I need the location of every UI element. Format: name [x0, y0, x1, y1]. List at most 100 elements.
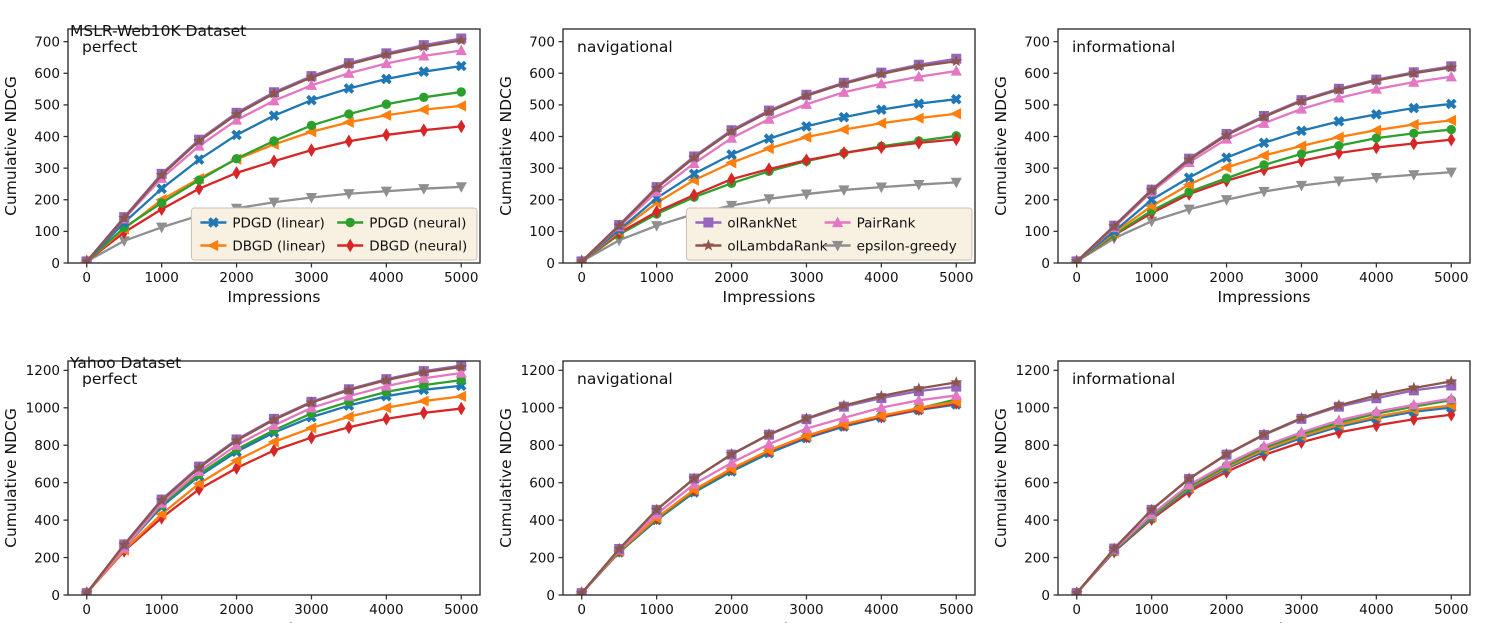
y-tick-label: 100: [1024, 224, 1050, 240]
x-tick-label: 1000: [144, 270, 178, 286]
series-markers-PDGD (neural): [1072, 395, 1456, 595]
x-tick-label: 2000: [219, 602, 253, 618]
y-tick-label: 0: [51, 588, 60, 604]
x-tick-label: 4000: [369, 602, 403, 618]
series-markers-olLambdaRank: [1070, 375, 1458, 595]
series-line-DBGD (neural): [85, 407, 462, 594]
y-tick-label: 700: [529, 34, 555, 50]
row-yahoo: Yahoo Dataset 0 1000 2000 3000 4000 5000 0 200 4…: [0, 353, 1485, 623]
y-tick-label: 700: [1024, 34, 1050, 50]
y-tick-label: 400: [529, 513, 555, 529]
series-group: [1070, 61, 1458, 263]
y-tick-label: 300: [1024, 161, 1050, 177]
axes-group: 0 1000 2000 3000 4000 5000 0 200 400 600 800 1000 12…: [2, 360, 481, 623]
series-markers-DBGD (linear): [1070, 399, 1457, 595]
x-tick-label: 1000: [639, 270, 673, 286]
x-axis-label: Impressions: [723, 288, 816, 306]
chart-yahoo-perfect: 0 1000 2000 3000 4000 5000 0 200 400 600 800 1000 12…: [0, 353, 495, 623]
series-group: [575, 376, 963, 595]
x-tick-label: 3000: [294, 270, 328, 286]
panel-label: perfect: [82, 370, 137, 388]
series-line-PairRank: [1075, 397, 1452, 594]
legend-label: olLambdaRank: [727, 238, 827, 254]
series-markers-olLambdaRank: [1070, 61, 1458, 263]
y-tick-label: 100: [34, 224, 60, 240]
series-markers-olLambdaRank: [80, 361, 468, 595]
x-tick-label: 5000: [444, 602, 478, 618]
y-tick-label: 1200: [26, 363, 60, 379]
legend: olRankNet olLambdaRank PairRank epsilon-gre…: [685, 207, 973, 261]
series-markers-olLambdaRank: [575, 55, 963, 263]
x-tick-label: 1000: [1134, 270, 1168, 286]
y-tick-label: 800: [1024, 438, 1050, 454]
y-tick-label: 1000: [521, 401, 555, 417]
x-tick-label: 2000: [714, 270, 748, 286]
x-tick-label: 0: [82, 602, 91, 618]
y-tick-label: 200: [1024, 550, 1050, 566]
x-tick-label: 4000: [864, 602, 898, 618]
row-0-charts: 0 1000 2000 3000 4000 5000 0 100 200 300 400 500 600…: [0, 21, 1485, 311]
y-tick-label: 400: [34, 129, 60, 145]
x-tick-label: 2000: [1209, 270, 1243, 286]
y-tick-label: 1200: [1016, 363, 1050, 379]
y-axis-label: Cumulative NDCG: [2, 76, 20, 216]
series-markers-PDGD (neural): [82, 375, 466, 595]
x-axis-label: Impressions: [1218, 620, 1311, 623]
y-tick-label: 200: [34, 550, 60, 566]
series-markers-olRankNet: [81, 361, 467, 595]
x-tick-label: 3000: [294, 602, 328, 618]
y-tick-label: 500: [529, 98, 555, 114]
legend-label: DBGD (neural): [369, 238, 467, 254]
x-tick-label: 0: [82, 270, 91, 286]
y-tick-label: 800: [34, 438, 60, 454]
y-tick-label: 600: [529, 66, 555, 82]
x-tick-label: 0: [577, 602, 586, 618]
y-tick-label: 400: [34, 513, 60, 529]
series-markers-PairRank: [82, 44, 467, 263]
y-axis-label: Cumulative NDCG: [497, 76, 515, 216]
chart-mslr-web10k-navigational: 0 1000 2000 3000 4000 5000 0 100 200 300 400 500 600…: [495, 21, 990, 311]
y-tick-label: 0: [1041, 256, 1050, 272]
y-tick-label: 600: [34, 66, 60, 82]
y-tick-label: 600: [1024, 66, 1050, 82]
x-tick-label: 3000: [789, 602, 823, 618]
chart-svg-0-1: 0 1000 2000 3000 4000 5000 0 100 200 300 400 500 600…: [497, 28, 976, 306]
x-tick-label: 2000: [1209, 602, 1243, 618]
legend-label: epsilon-greedy: [857, 238, 957, 254]
chart-svg-0-2: 0 1000 2000 3000 4000 5000 0 100 200 300 400 500 600…: [992, 28, 1471, 306]
x-tick-label: 0: [577, 270, 586, 286]
x-tick-label: 3000: [1284, 270, 1318, 286]
y-tick-label: 400: [1024, 513, 1050, 529]
y-tick-label: 200: [34, 193, 60, 209]
x-axis-label: Impressions: [1218, 288, 1311, 306]
x-tick-label: 4000: [369, 270, 403, 286]
legend-label: PDGD (neural): [369, 215, 466, 231]
chart-svg-1-0: 0 1000 2000 3000 4000 5000 0 200 400 600 800 1000 12…: [2, 360, 481, 623]
series-markers-PDGD (linear): [576, 399, 962, 595]
series-line-olRankNet: [85, 364, 462, 594]
row-1-charts: 0 1000 2000 3000 4000 5000 0 200 400 600 800 1000 12…: [0, 353, 1485, 623]
y-tick-label: 200: [529, 193, 555, 209]
series-markers-PairRank: [1072, 392, 1457, 595]
axes-group: 0 1000 2000 3000 4000 5000 0 100 200 300 400 500 600…: [2, 28, 481, 306]
series-group: [80, 33, 468, 263]
series-line-PDGD (neural): [85, 378, 462, 594]
legend: PDGD (linear) DBGD (linear) PDGD (neural) D…: [190, 207, 478, 261]
panel-label: perfect: [82, 38, 137, 56]
legend-label: PairRank: [857, 215, 916, 231]
series-line-olRankNet: [580, 385, 957, 594]
y-tick-label: 1000: [26, 401, 60, 417]
x-tick-label: 5000: [939, 270, 973, 286]
panel-label: informational: [1072, 370, 1175, 388]
chart-mslr-web10k-perfect: 0 1000 2000 3000 4000 5000 0 100 200 300 400 500 600…: [0, 21, 495, 311]
series-markers-PDGD (linear): [81, 380, 467, 595]
axes-group: 0 1000 2000 3000 4000 5000 0 200 400 600 800 1000 12…: [497, 360, 976, 623]
x-tick-label: 5000: [1434, 602, 1468, 618]
y-tick-label: 500: [1024, 98, 1050, 114]
series-group: [1070, 375, 1458, 595]
x-axis-label: Impressions: [228, 620, 321, 623]
y-tick-label: 0: [51, 256, 60, 272]
x-axis-label: Impressions: [228, 288, 321, 306]
series-markers-PairRank: [577, 389, 962, 595]
y-tick-label: 0: [546, 588, 555, 604]
